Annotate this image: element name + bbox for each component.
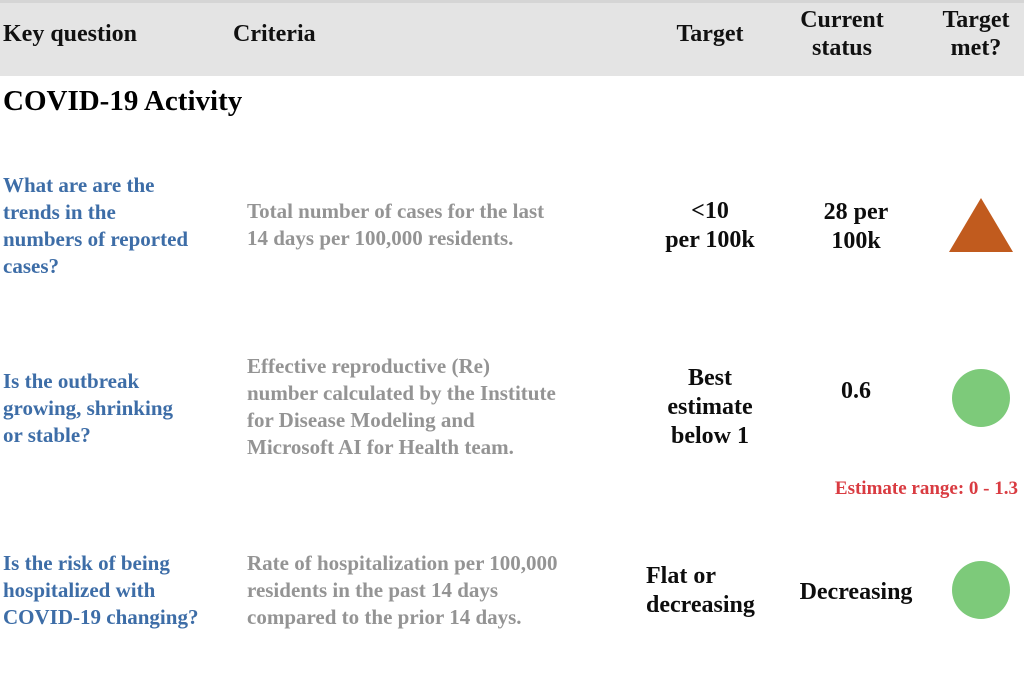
- column-header-target: Target: [676, 21, 744, 47]
- criteria-cell: Effective reproductive (Re) number calcu…: [247, 354, 556, 459]
- criteria-cell: Total number of cases for the last 14 da…: [247, 199, 545, 250]
- current-status-cell: 0.6: [841, 378, 871, 404]
- section-title: COVID-19 Activity: [3, 85, 243, 117]
- column-header-criteria: Criteria: [233, 21, 316, 47]
- column-header-key-question: Key question: [3, 21, 138, 47]
- criteria-cell: Rate of hospitalization per 100,000 resi…: [247, 551, 558, 629]
- column-header-target-met: Target met?: [942, 7, 1010, 61]
- target-cell: Best estimate below 1: [667, 365, 753, 449]
- target-met-circle-icon: [952, 369, 1010, 427]
- target-not-met-triangle-icon: [949, 198, 1013, 252]
- column-header-current-status: Current status: [800, 7, 884, 61]
- key-question-cell: Is the outbreak growing, shrinking or st…: [3, 369, 173, 447]
- key-question-cell: Is the risk of being hospitalized with C…: [3, 551, 199, 629]
- current-status-cell: 28 per 100k: [823, 199, 889, 254]
- target-cell: Flat or decreasing: [646, 563, 755, 618]
- target-met-circle-icon: [952, 561, 1010, 619]
- key-question-cell: What are are the trends in the numbers o…: [3, 173, 189, 278]
- table-header: Key question Criteria Target Current sta…: [0, 0, 1024, 76]
- current-status-cell: Decreasing: [799, 579, 913, 605]
- estimate-range-note: Estimate range: 0 - 1.3: [834, 478, 1018, 499]
- target-cell: <10 per 100k: [665, 198, 755, 253]
